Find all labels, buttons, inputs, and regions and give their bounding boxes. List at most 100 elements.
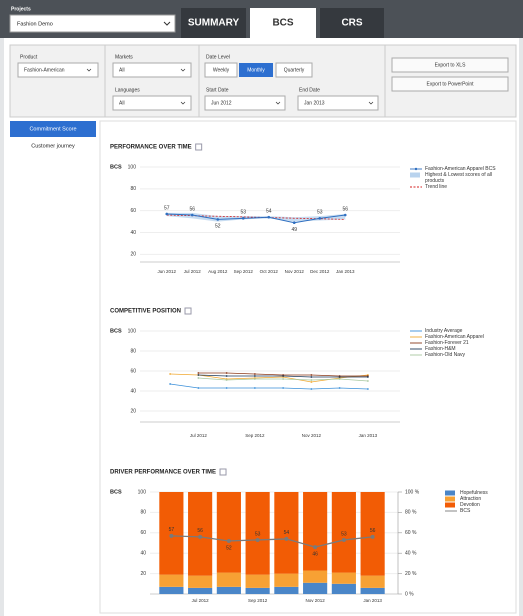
point bbox=[292, 221, 296, 224]
legend-swatch bbox=[410, 172, 420, 178]
point bbox=[169, 383, 172, 385]
data-label: 56 bbox=[189, 206, 195, 212]
data-label: 54 bbox=[284, 530, 290, 536]
point bbox=[282, 375, 285, 377]
series-line bbox=[170, 373, 368, 383]
filter-label: End Date bbox=[299, 87, 320, 93]
select[interactable] bbox=[204, 95, 286, 111]
select[interactable] bbox=[17, 62, 99, 78]
data-label: 56 bbox=[370, 528, 376, 534]
bar-segment bbox=[331, 572, 356, 584]
x-tick-label: Jan 2013 bbox=[336, 269, 355, 274]
data-label: 57 bbox=[164, 205, 170, 211]
point bbox=[267, 215, 271, 219]
legend-label: Industry Average bbox=[425, 328, 463, 334]
x-tick-label: Dec 2012 bbox=[310, 269, 330, 274]
bar-segment bbox=[159, 492, 184, 575]
point bbox=[225, 379, 228, 381]
legend-label: Fashion-American Apparel bbox=[425, 334, 484, 340]
legend-label: Fashion-Old Navy bbox=[425, 352, 466, 358]
point bbox=[253, 373, 256, 375]
button-label: Quarterly bbox=[284, 67, 305, 73]
chart-title: PERFORMANCE OVER TIME bbox=[110, 145, 192, 151]
legend-entry: Trend line bbox=[425, 184, 448, 190]
tab[interactable] bbox=[181, 8, 246, 38]
select[interactable] bbox=[112, 62, 192, 78]
legend-swatch bbox=[445, 502, 455, 508]
bar-segment bbox=[216, 572, 241, 587]
point bbox=[197, 387, 200, 389]
y-tick-label: 60 bbox=[130, 208, 136, 214]
point bbox=[255, 537, 260, 542]
chart-title: COMPETITIVE POSITION bbox=[110, 309, 181, 315]
bar-segment bbox=[303, 570, 328, 583]
export-button[interactable] bbox=[391, 76, 509, 92]
y-tick-label: 40 bbox=[130, 230, 136, 236]
export-button[interactable] bbox=[391, 57, 509, 73]
button[interactable] bbox=[204, 62, 238, 78]
point bbox=[310, 376, 313, 378]
legend-entry: BCS bbox=[460, 508, 471, 514]
legend-label: Hopefulness bbox=[460, 490, 488, 496]
legend-label: Trend line bbox=[425, 184, 448, 190]
bar-segment bbox=[159, 574, 184, 587]
data-label: 52 bbox=[215, 224, 221, 230]
legend-entry: Highest & Lowest scores of all products bbox=[425, 172, 492, 184]
bar-segment bbox=[245, 587, 270, 594]
tab-active[interactable] bbox=[250, 8, 316, 40]
button-active[interactable] bbox=[239, 63, 273, 77]
tab[interactable] bbox=[320, 8, 384, 38]
data-label: 49 bbox=[291, 227, 297, 233]
button[interactable] bbox=[275, 62, 313, 78]
y-axis-label: BCS bbox=[110, 164, 122, 170]
y-tick-label: 80 bbox=[130, 348, 136, 354]
point bbox=[197, 374, 200, 376]
legend-entry: Devotion bbox=[460, 502, 480, 508]
legend-swatch bbox=[445, 496, 455, 502]
point bbox=[282, 387, 285, 389]
x-tick-label: Nov 2012 bbox=[305, 598, 325, 603]
nav-active[interactable] bbox=[10, 121, 96, 137]
filter-label: Product bbox=[20, 54, 38, 60]
data-label: 56 bbox=[197, 528, 203, 534]
x-tick-label: Jul 2012 bbox=[184, 269, 202, 274]
x-tick-label: Sep 2012 bbox=[248, 598, 268, 603]
y-tick-label: 20 bbox=[140, 571, 146, 577]
data-label: 56 bbox=[342, 206, 348, 212]
data-label: 53 bbox=[240, 210, 246, 216]
point bbox=[241, 217, 245, 220]
series-line bbox=[170, 383, 368, 390]
bar-segment bbox=[274, 492, 299, 574]
point bbox=[338, 376, 341, 378]
caret bbox=[163, 21, 171, 26]
y2-tick-label: 80 % bbox=[405, 510, 417, 516]
tab-label: SUMMARY bbox=[188, 18, 240, 29]
point bbox=[338, 387, 341, 389]
select-value: Jun 2012 bbox=[211, 100, 232, 106]
select-value: All bbox=[119, 100, 125, 106]
nav-item[interactable]: Customer journey bbox=[31, 143, 75, 149]
point bbox=[318, 217, 322, 220]
legend-label: Fashion-H&M bbox=[425, 346, 456, 352]
filter-label: Start Date bbox=[206, 87, 229, 93]
x-tick-label: Nov 2012 bbox=[285, 269, 305, 274]
x-tick-label: Jan 2013 bbox=[359, 433, 378, 438]
legend-entry: Hopefulness bbox=[460, 490, 488, 496]
bar-segment bbox=[245, 574, 270, 588]
x-tick-label: Jun 2012 bbox=[157, 269, 176, 274]
filter-label: Date Level bbox=[206, 54, 230, 60]
project-select[interactable] bbox=[9, 14, 176, 33]
point bbox=[165, 212, 169, 216]
x-tick-label: Nov 2012 bbox=[302, 433, 322, 438]
point bbox=[366, 380, 369, 382]
tab-label: CRS bbox=[341, 18, 362, 29]
select[interactable] bbox=[112, 95, 192, 111]
legend-label: BCS bbox=[460, 508, 471, 514]
y-tick-label: 40 bbox=[140, 551, 146, 557]
y-axis-label: BCS bbox=[110, 328, 122, 334]
select[interactable] bbox=[297, 95, 379, 111]
point bbox=[253, 387, 256, 389]
bar-segment bbox=[274, 573, 299, 587]
bar-segment bbox=[216, 586, 241, 594]
x-tick-label: Jul 2012 bbox=[190, 433, 208, 438]
